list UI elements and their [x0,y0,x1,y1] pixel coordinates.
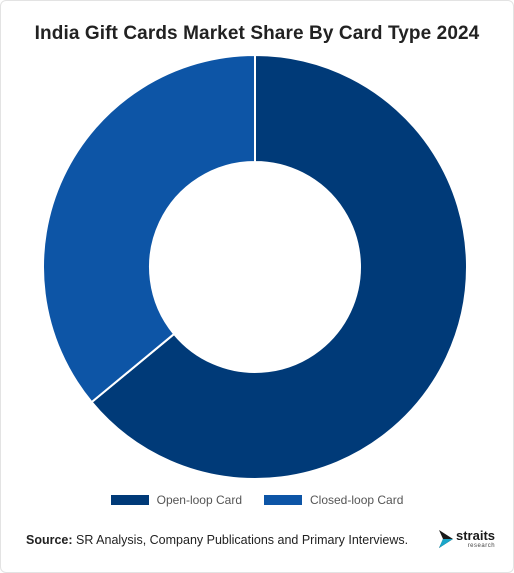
legend-item-open-loop[interactable]: Open-loop Card [110,493,242,507]
donut-slice-open-loop-card[interactable] [90,55,468,479]
legend-label: Closed-loop Card [310,493,404,507]
legend-label: Open-loop Card [156,493,242,507]
legend-item-closed-loop[interactable]: Closed-loop Card [264,493,403,507]
brand-name: straits [456,528,496,543]
chart-legend: Open-loop Card Closed-loop Card [1,493,513,507]
donut-slice-closed-loop-card[interactable] [42,55,256,404]
legend-swatch [264,495,302,505]
donut-chart [42,55,468,479]
arrow-logo-icon [439,530,453,548]
source-note: Source: SR Analysis, Company Publication… [26,533,408,547]
source-label: Source: [26,533,73,547]
brand-logo: straits research [439,529,495,549]
source-text: SR Analysis, Company Publications and Pr… [72,533,409,547]
legend-swatch [110,495,149,505]
chart-title: India Gift Cards Market Share By Card Ty… [34,23,480,44]
brand-sub: research [467,543,496,549]
